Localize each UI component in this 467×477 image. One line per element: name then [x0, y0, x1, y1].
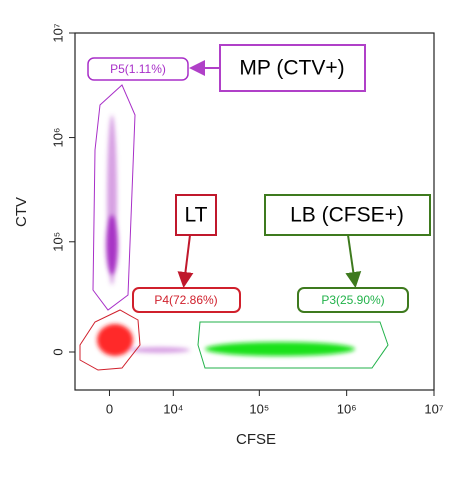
annotation-arrow	[177, 234, 194, 288]
gate-p4	[79, 309, 141, 371]
y-axis-title: CTV	[13, 197, 30, 227]
cell-clouds	[97, 115, 355, 356]
gate-label-box	[87, 57, 189, 81]
y-tick-label: 0	[50, 348, 65, 355]
gate-p5	[92, 84, 136, 311]
gate-label: P3(25.90%)	[321, 293, 384, 307]
x-tick-label: 0	[106, 401, 113, 416]
x-tick-label: 10⁵	[249, 401, 269, 416]
annotation: LB (CFSE+)	[290, 204, 404, 227]
x-tick-label: 10⁷	[424, 401, 443, 416]
gate-label-box	[132, 287, 241, 313]
x-tick-label: 10⁴	[163, 401, 183, 416]
annotation: MP (CTV+)	[239, 57, 344, 80]
y-tick-label: 10⁶	[50, 128, 65, 148]
gate-label-box	[297, 287, 409, 313]
annotation-box	[264, 194, 431, 236]
annotation-arrow	[345, 234, 362, 288]
x-tick-label: 10⁶	[337, 401, 357, 416]
plot-frame	[74, 32, 435, 391]
gate-p3	[197, 321, 389, 369]
gate-label: P4(72.86%)	[154, 293, 217, 307]
x-axis-title: CFSE	[236, 431, 276, 448]
gate-label: P5(1.11%)	[110, 62, 166, 76]
y-tick-label: 10⁵	[50, 232, 65, 252]
annotation: LT	[185, 204, 208, 227]
annotation-box	[175, 194, 217, 236]
y-tick-label: 10⁷	[50, 23, 65, 42]
